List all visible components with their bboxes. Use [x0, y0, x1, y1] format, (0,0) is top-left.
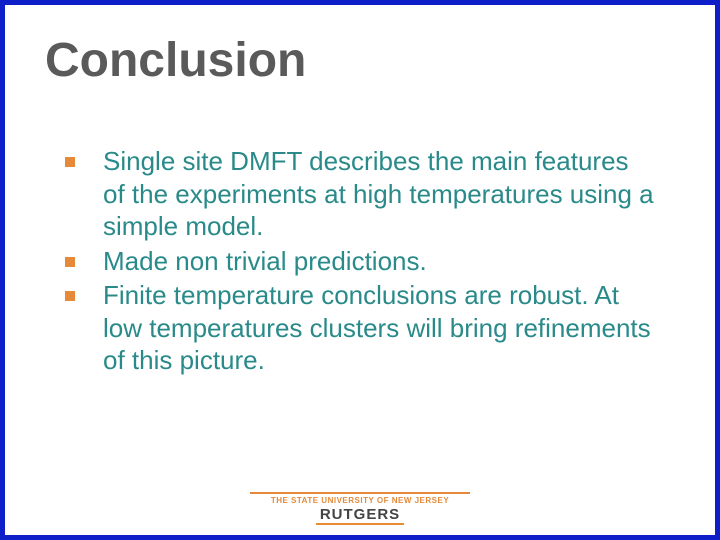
list-item: Finite temperature conclusions are robus… [65, 279, 655, 377]
bullet-list: Single site DMFT describes the main feat… [65, 145, 655, 379]
slide-title: Conclusion [45, 33, 306, 88]
list-item: Single site DMFT describes the main feat… [65, 145, 655, 243]
bullet-square-icon [65, 157, 75, 167]
list-item: Made non trivial predictions. [65, 245, 655, 278]
bullet-square-icon [65, 257, 75, 267]
slide-footer: THE STATE UNIVERSITY OF NEW JERSEY RUTGE… [5, 492, 715, 525]
bullet-text: Finite temperature conclusions are robus… [103, 279, 655, 377]
bullet-text: Made non trivial predictions. [103, 245, 427, 278]
footer-subtitle: THE STATE UNIVERSITY OF NEW JERSEY [5, 496, 715, 505]
slide-container: Conclusion Single site DMFT describes th… [0, 0, 720, 540]
bullet-text: Single site DMFT describes the main feat… [103, 145, 655, 243]
footer-main: RUTGERS [316, 506, 404, 525]
bullet-square-icon [65, 291, 75, 301]
footer-divider-icon [250, 492, 470, 494]
